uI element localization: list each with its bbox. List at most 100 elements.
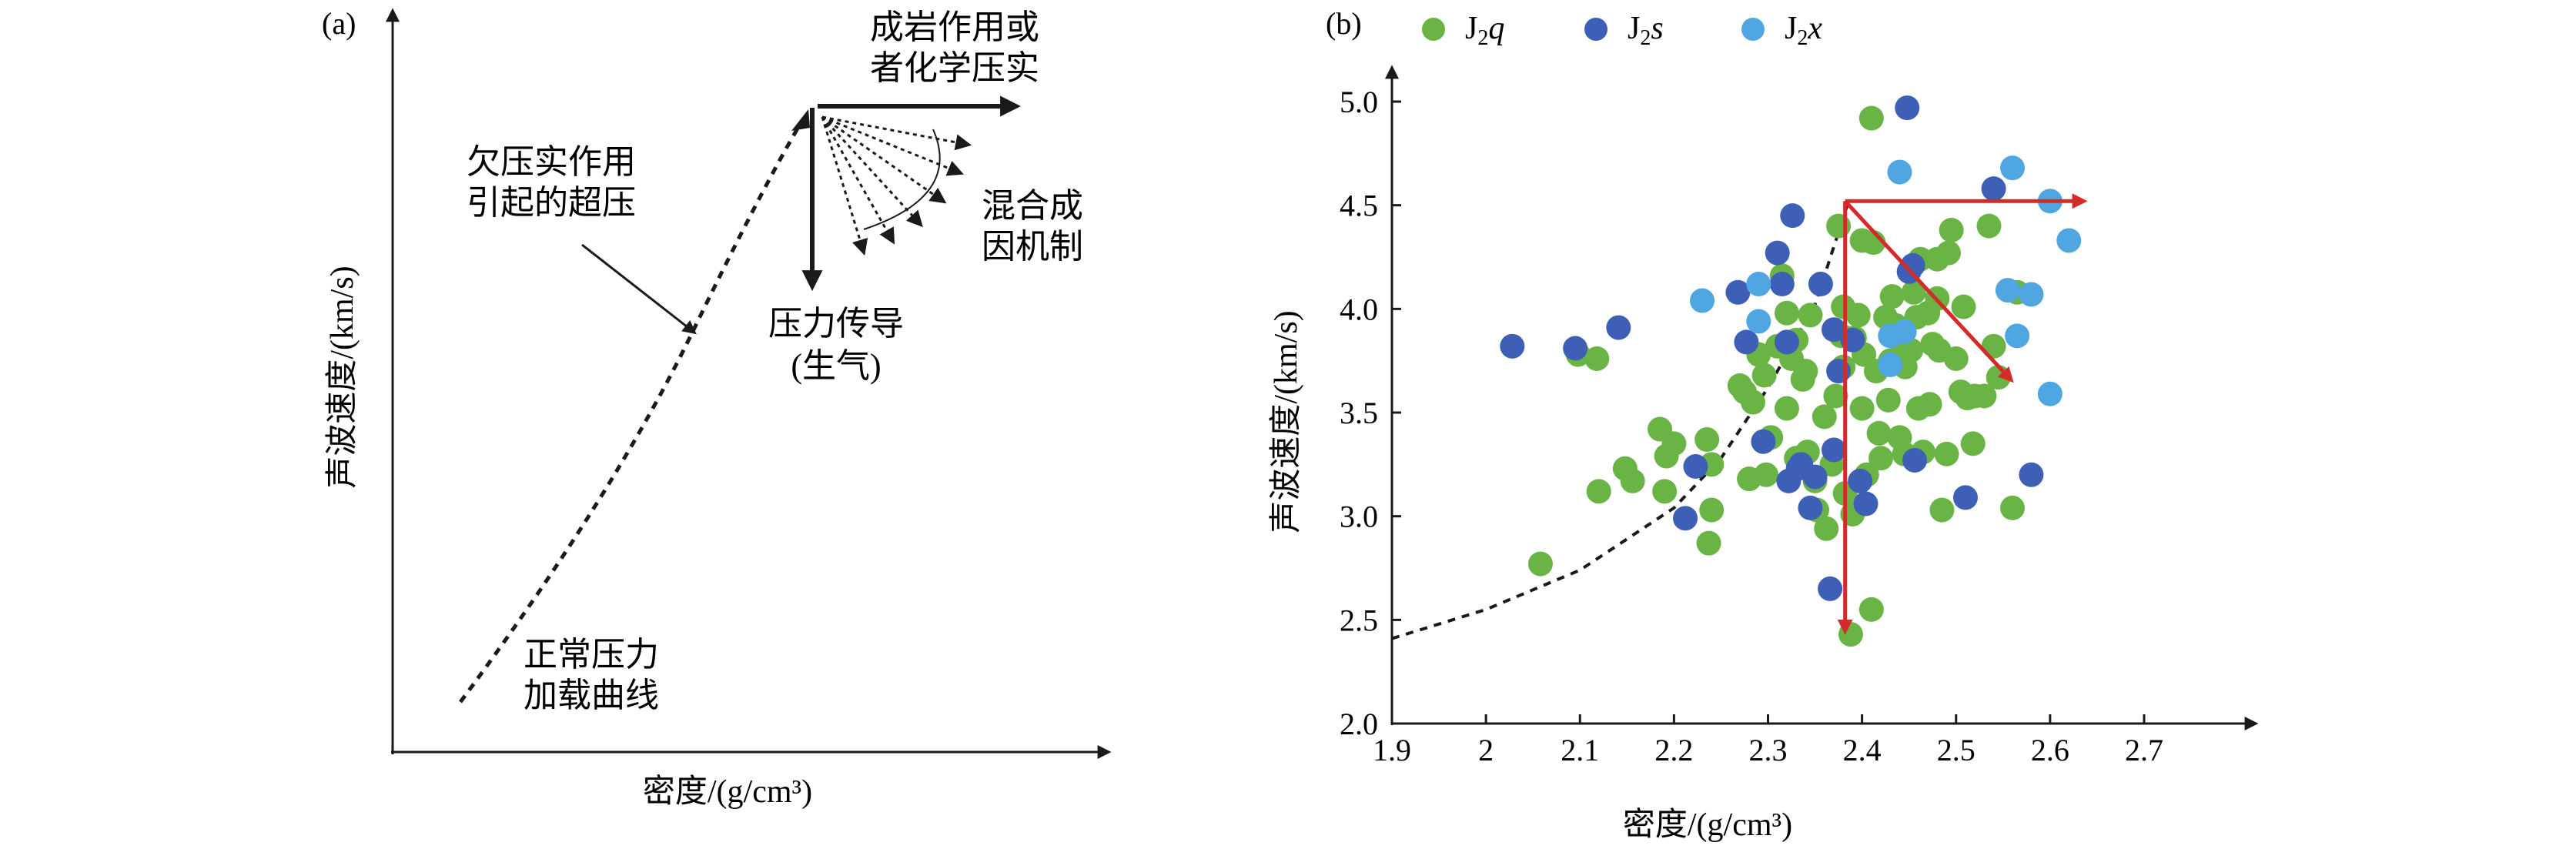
panel-a-y-label: 声波速度/(km/s) (325, 266, 360, 488)
point-j2q (1899, 338, 1924, 363)
panel-b: (b) 1.9 2 2.1 2.2 2.3 2.4 2.5 2.6 2.7 2.0 2.5 3.0 3… (1269, 6, 2259, 843)
point-j2q (1838, 622, 1863, 647)
under-compaction-pointer (581, 243, 697, 335)
point-j2s (1826, 359, 1852, 384)
x-tick-label: 2.2 (1654, 733, 1693, 767)
point-j2q (1901, 279, 1926, 305)
point-j2s (1765, 240, 1790, 266)
point-j2s (1821, 317, 1846, 343)
point-j2s (1725, 279, 1751, 305)
red-arrows (1837, 193, 2088, 635)
point-j2q (1939, 217, 1964, 242)
point-j2q (1972, 383, 1997, 409)
annot-mixed-1: 混合成 (982, 187, 1083, 225)
point-j2q (1866, 420, 1892, 446)
point-j2s (1500, 333, 1525, 359)
panel-a-label: (a) (322, 6, 356, 41)
x-tick-label: 2 (1478, 733, 1494, 767)
annot-mixed-2: 因机制 (982, 228, 1083, 266)
point-j2s (1821, 437, 1846, 463)
panel-b-x-label: 密度/(g/cm³) (1623, 807, 1792, 843)
point-j2s (1952, 485, 1978, 510)
y-tick-label: 5.0 (1340, 85, 1378, 119)
point-j2x (2000, 155, 2026, 181)
point-j2s (1802, 464, 1828, 490)
panel-b-y-label: 声波速度/(km/s) (1269, 310, 1304, 533)
point-j2x (1878, 353, 1903, 378)
legend-marker-j2x (1741, 18, 1765, 41)
point-j2q (1976, 213, 2002, 239)
point-j2q (1875, 387, 1901, 413)
point-j2q (1879, 284, 1905, 309)
point-j2q (1620, 468, 1645, 493)
x-tick-label: 2.5 (1937, 733, 1975, 767)
point-j2x (1746, 272, 1771, 297)
point-j2q (1935, 240, 1961, 266)
point-j2x (1892, 319, 1917, 344)
point-j2q (1586, 479, 1611, 504)
point-j2s (1774, 329, 1799, 355)
point-j2q (1849, 396, 1875, 421)
annot-transmission-1: 压力传导 (768, 305, 904, 343)
point-j2q (1751, 363, 1777, 388)
y-tick-label: 3.0 (1340, 500, 1378, 534)
point-j2x (1690, 288, 1715, 313)
point-j2q (1934, 441, 1959, 466)
point-j2q (1929, 497, 1955, 523)
point-j2q (1868, 446, 1894, 471)
point-j2s (1853, 491, 1878, 516)
point-j2q (1960, 431, 1986, 456)
y-tick-label: 3.5 (1340, 396, 1378, 430)
legend-label-j2x: J2x (1785, 11, 1822, 50)
point-j2s (1808, 272, 1833, 297)
legend-marker-j2s (1584, 18, 1607, 41)
curve-top-arrowhead (791, 109, 810, 131)
point-j2q (1740, 389, 1765, 415)
point-j2s (1798, 495, 1823, 520)
point-j2s (1734, 329, 1759, 355)
point-j2q (1858, 597, 1884, 622)
point-j2q (1754, 462, 1779, 487)
y-tick-label: 2.5 (1340, 603, 1378, 637)
point-j2q (1823, 383, 1848, 409)
point-j2q (1845, 302, 1871, 328)
annot-normal-1: 正常压力 (524, 636, 659, 674)
point-j2q (1652, 479, 1678, 504)
point-j2x (1887, 159, 1912, 185)
annot-diagenesis-2: 者化学压实 (870, 49, 1039, 87)
point-j2x (1746, 309, 1771, 334)
point-j2s (1848, 468, 1873, 493)
point-j2q (1826, 213, 1852, 239)
point-j2q (1917, 392, 1942, 417)
point-j2s (1902, 447, 1928, 473)
point-j2s (2019, 462, 2044, 487)
point-j2q (1774, 396, 1799, 421)
legend: J2q J2s J2x (1422, 11, 1822, 50)
point-j2q (1943, 346, 1969, 371)
point-j2s (1818, 576, 1843, 601)
point-j2q (1694, 427, 1720, 453)
x-tick-label: 2.1 (1561, 733, 1599, 767)
point-j2q (1793, 359, 1818, 384)
point-j2s (1563, 336, 1588, 361)
annot-diagenesis-1: 成岩作用或 (870, 8, 1039, 46)
mixed-mechanism-arc (863, 129, 941, 230)
point-j2x (2037, 381, 2062, 406)
x-tick-label: 2.7 (2125, 733, 2163, 767)
point-j2q (1774, 300, 1799, 326)
annot-normal-2: 加载曲线 (524, 677, 659, 714)
point-j2q (1661, 431, 1687, 456)
legend-label-j2q: J2q (1465, 11, 1504, 50)
point-j2s (1895, 95, 1920, 121)
point-j2q (1812, 404, 1837, 430)
annot-transmission-2: (生气) (791, 347, 881, 385)
mixed-mechanism-fan (821, 115, 972, 256)
red-arrow-diagonal (1843, 199, 2014, 383)
panel-b-label: (b) (1326, 6, 1362, 41)
x-tick-label: 2.4 (1843, 733, 1882, 767)
panel-a-x-label: 密度/(g/cm³) (643, 774, 812, 810)
point-j2x (2056, 228, 2082, 253)
point-j2s (1769, 272, 1795, 297)
normal-loading-curve (458, 122, 803, 704)
